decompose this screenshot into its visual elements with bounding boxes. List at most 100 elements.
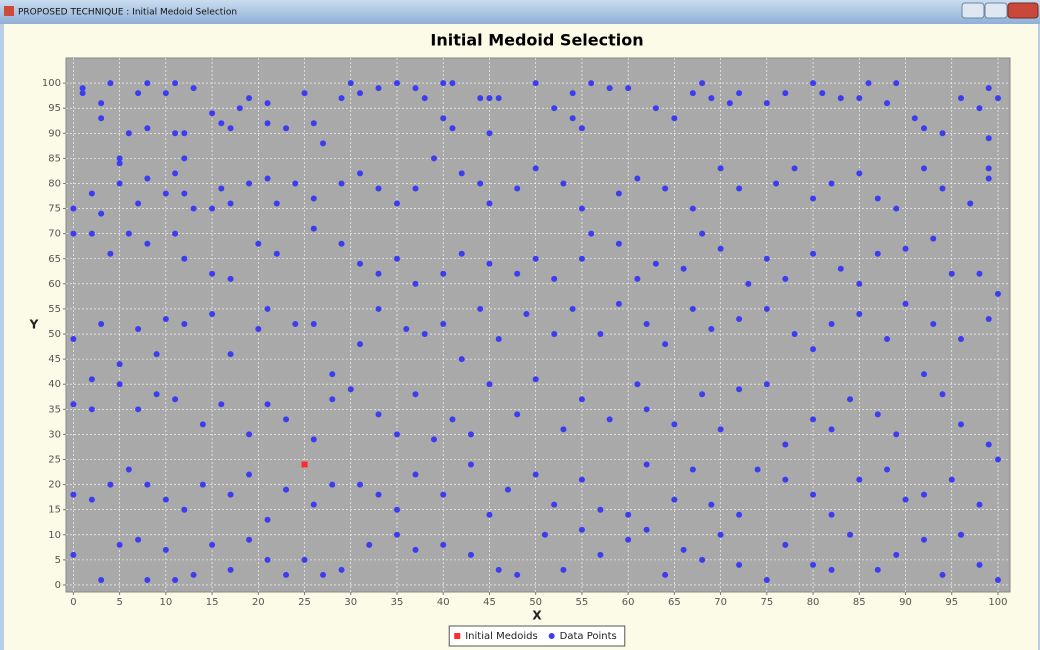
data-point <box>338 240 345 247</box>
data-point <box>486 95 493 102</box>
data-point <box>532 165 539 172</box>
data-point <box>671 496 678 503</box>
data-point <box>357 341 364 348</box>
data-point <box>615 190 622 197</box>
data-point <box>532 80 539 87</box>
data-point <box>597 551 604 558</box>
data-point <box>98 210 105 217</box>
data-point <box>662 571 669 578</box>
data-point <box>172 230 179 237</box>
data-point <box>320 140 327 147</box>
data-point <box>209 110 216 117</box>
data-point <box>135 536 142 543</box>
data-point <box>680 546 687 553</box>
data-point <box>190 205 197 212</box>
data-point <box>347 80 354 87</box>
data-point <box>911 115 918 122</box>
data-point <box>717 245 724 252</box>
data-point <box>810 561 817 568</box>
data-point <box>578 205 585 212</box>
data-point <box>172 130 179 137</box>
data-point <box>273 200 280 207</box>
close-button[interactable] <box>1007 2 1039 19</box>
data-point <box>135 326 142 333</box>
x-tick-label: 35 <box>391 597 404 608</box>
y-tick-label: 35 <box>48 404 61 415</box>
data-point <box>412 85 419 92</box>
data-point <box>144 481 151 488</box>
data-point <box>467 431 474 438</box>
data-point <box>440 491 447 498</box>
data-point <box>662 185 669 192</box>
data-point <box>227 491 234 498</box>
data-point <box>791 331 798 338</box>
data-point <box>246 95 253 102</box>
data-point <box>939 130 946 137</box>
y-tick-label: 10 <box>48 530 61 541</box>
data-point <box>190 85 197 92</box>
data-point <box>736 561 743 568</box>
x-tick-label: 75 <box>760 597 773 608</box>
data-point <box>532 471 539 478</box>
data-point <box>856 476 863 483</box>
data-point <box>939 185 946 192</box>
data-point <box>70 205 77 212</box>
data-point <box>449 125 456 132</box>
data-point <box>162 190 169 197</box>
data-point <box>643 320 650 327</box>
data-point <box>162 496 169 503</box>
data-point <box>994 290 1001 297</box>
data-point <box>421 95 428 102</box>
data-point <box>957 421 964 428</box>
data-point <box>403 326 410 333</box>
data-point <box>209 270 216 277</box>
data-point <box>79 85 86 92</box>
data-point <box>532 376 539 383</box>
x-tick-label: 55 <box>576 597 589 608</box>
window-icon <box>4 6 14 16</box>
data-point <box>874 411 881 418</box>
y-tick-label: 90 <box>48 128 61 139</box>
data-point <box>412 185 419 192</box>
data-point <box>227 275 234 282</box>
x-tick-label: 50 <box>529 597 542 608</box>
data-point <box>893 205 900 212</box>
data-point <box>449 80 456 87</box>
x-tick-label: 90 <box>899 597 912 608</box>
data-point <box>902 496 909 503</box>
y-tick-label: 85 <box>48 153 61 164</box>
data-point <box>902 245 909 252</box>
data-point <box>144 576 151 583</box>
minimize-button[interactable] <box>961 2 985 19</box>
data-point <box>412 280 419 287</box>
data-point <box>985 85 992 92</box>
x-tick-label: 70 <box>714 597 727 608</box>
data-point <box>394 255 401 262</box>
data-point <box>532 255 539 262</box>
y-tick-label: 50 <box>48 329 61 340</box>
data-point <box>486 381 493 388</box>
y-tick-label: 40 <box>48 379 61 390</box>
maximize-button[interactable] <box>984 2 1008 19</box>
data-point <box>310 225 317 232</box>
data-point <box>458 250 465 257</box>
data-point <box>209 541 216 548</box>
data-point <box>689 466 696 473</box>
data-point <box>569 305 576 312</box>
data-point <box>357 90 364 97</box>
data-point <box>467 461 474 468</box>
data-point <box>578 255 585 262</box>
data-point <box>847 531 854 538</box>
data-point <box>440 80 447 87</box>
data-point <box>976 501 983 508</box>
data-point <box>375 411 382 418</box>
data-point <box>495 336 502 343</box>
data-point <box>810 346 817 353</box>
data-point <box>782 541 789 548</box>
data-point <box>135 90 142 97</box>
data-point <box>394 80 401 87</box>
data-point <box>181 320 188 327</box>
data-point <box>375 270 382 277</box>
data-point <box>921 125 928 132</box>
data-point <box>172 396 179 403</box>
